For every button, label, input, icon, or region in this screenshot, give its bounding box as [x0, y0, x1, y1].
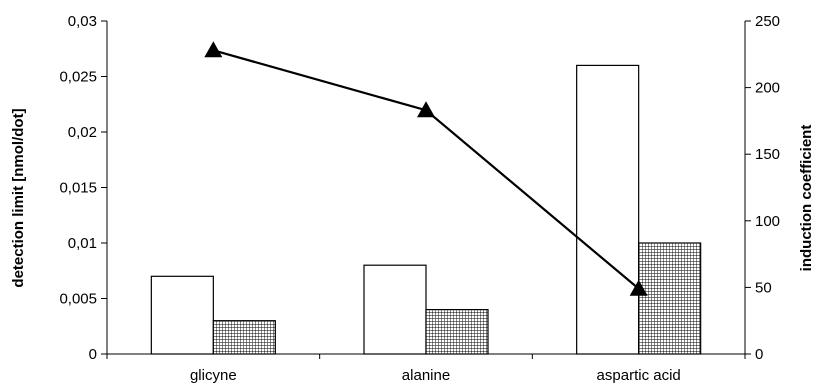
triangle-marker [417, 101, 435, 118]
y2-axis-title: induction coefficient [798, 125, 815, 272]
line-series [204, 41, 648, 296]
bar [363, 264, 427, 355]
y-tick-label: 0,015 [59, 180, 97, 197]
y2-tick-label: 100 [755, 213, 780, 230]
y2-tick-label: 150 [755, 146, 780, 163]
triangle-marker [204, 41, 223, 58]
y-axis-title: detection limit [nmol/dot] [10, 108, 27, 287]
y-tick-label: 0 [89, 346, 97, 363]
y-tick-label: 0,005 [59, 291, 97, 308]
x-tick-label: alanine [402, 367, 450, 384]
line-series-path [213, 49, 640, 290]
labels: 0 0,005 0,01 0,015 0,02 0,025 0,03 0 50 100 150 200… [59, 13, 780, 384]
bars [150, 64, 702, 355]
y2-tick-label: 250 [755, 13, 780, 30]
bar [576, 64, 640, 355]
x-tick-label: glicyne [190, 367, 237, 384]
bar [150, 275, 214, 355]
x-tick-label: aspartic acid [597, 367, 681, 384]
y2-tick-label: 50 [755, 279, 772, 296]
y-tick-label: 0,03 [68, 13, 97, 30]
y-tick-label: 0,01 [68, 235, 97, 252]
bar [638, 242, 702, 355]
bar [212, 320, 276, 355]
bar [425, 309, 489, 355]
y2-tick-label: 0 [755, 346, 763, 363]
y-tick-label: 0,02 [68, 124, 97, 141]
y2-tick-label: 200 [755, 80, 780, 97]
y-tick-label: 0,025 [59, 69, 97, 86]
triangle-marker [629, 279, 648, 296]
